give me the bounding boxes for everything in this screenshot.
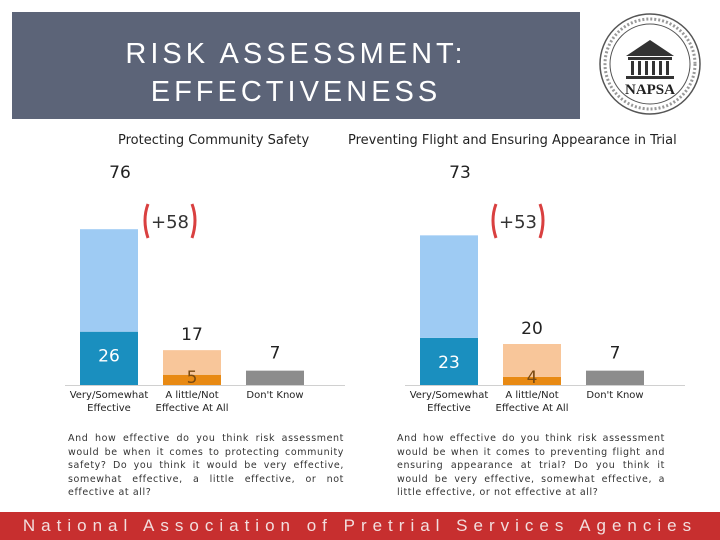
chart-flight-appearance-svg: 23 73 Very/Somewhat Effective 4 20 A little/No… bbox=[405, 163, 685, 414]
slide-title-line-2: EFFECTIVENESS bbox=[150, 76, 442, 108]
chart1-title: Protecting Community Safety bbox=[118, 133, 310, 148]
category-label-1-line2: Effective bbox=[87, 403, 131, 414]
category-label-2-line2: Effective At All bbox=[496, 403, 569, 414]
category-label-3-line1: Don't Know bbox=[586, 390, 643, 401]
footer-text: National Association of Pretrial Service… bbox=[22, 516, 698, 535]
bar-2-segment-label: 5 bbox=[187, 368, 198, 388]
net-bracket-right bbox=[538, 203, 545, 239]
bar-2-total-label: 17 bbox=[181, 325, 203, 345]
bar-1-total-label: 76 bbox=[109, 163, 131, 183]
net-bracket-left bbox=[491, 203, 498, 239]
category-label-1-line2: Effective bbox=[427, 403, 471, 414]
category-label-1-line1: Very/Somewhat bbox=[70, 390, 149, 401]
bar-3-bottom bbox=[586, 370, 644, 385]
chart-flight-appearance: 23 73 Very/Somewhat Effective 4 20 A little/No… bbox=[400, 160, 690, 420]
bar-1-segment-label: 23 bbox=[438, 353, 460, 373]
net-bracket-left bbox=[143, 203, 150, 239]
chart-community-safety: 26 76 Very/Somewhat Effective 5 17 A little/No… bbox=[60, 160, 350, 420]
bar-2-total-label: 20 bbox=[521, 319, 543, 339]
bar-3-bottom bbox=[246, 370, 304, 385]
chart2-title: Preventing Flight and Ensuring Appearanc… bbox=[348, 133, 677, 148]
bar-2-top bbox=[163, 350, 221, 375]
bar-1-total-label: 73 bbox=[449, 163, 471, 183]
footer-bar: National Association of Pretrial Service… bbox=[0, 512, 720, 540]
category-label-2-line2: Effective At All bbox=[156, 403, 229, 414]
bar-1-bottom bbox=[80, 331, 138, 385]
category-label-1-line1: Very/Somewhat bbox=[410, 390, 489, 401]
net-difference-label: +58 bbox=[151, 212, 189, 233]
bar-1-top bbox=[420, 235, 478, 338]
net-difference-label: +53 bbox=[499, 212, 537, 233]
category-label-2-line1: A little/Not bbox=[165, 390, 218, 401]
bar-2-bottom bbox=[503, 376, 561, 385]
bar-3-segment-label: 7 bbox=[610, 344, 621, 364]
logo-text: NAPSA bbox=[625, 82, 675, 98]
bar-2-top bbox=[503, 344, 561, 377]
question-text-2: And how effective do you think risk asse… bbox=[397, 433, 665, 498]
title-banner: RISK ASSESSMENT: EFFECTIVENESS bbox=[12, 12, 580, 119]
category-label-2-line1: A little/Not bbox=[505, 390, 558, 401]
slide-title-line-1: RISK ASSESSMENT: bbox=[125, 38, 467, 70]
bar-3-segment-label: 7 bbox=[270, 344, 281, 364]
chart-community-safety-svg: 26 76 Very/Somewhat Effective 5 17 A little/No… bbox=[65, 163, 345, 414]
bar-1-top bbox=[80, 229, 138, 332]
bar-2-segment-label: 4 bbox=[527, 368, 538, 388]
question-text-1: And how effective do you think risk asse… bbox=[68, 433, 344, 498]
bar-1-segment-label: 26 bbox=[98, 347, 120, 367]
napsa-logo: NAPSA bbox=[598, 12, 702, 116]
bar-2-bottom bbox=[163, 374, 221, 385]
category-label-3-line1: Don't Know bbox=[246, 390, 303, 401]
net-bracket-right bbox=[190, 203, 197, 239]
bar-1-bottom bbox=[420, 337, 478, 385]
